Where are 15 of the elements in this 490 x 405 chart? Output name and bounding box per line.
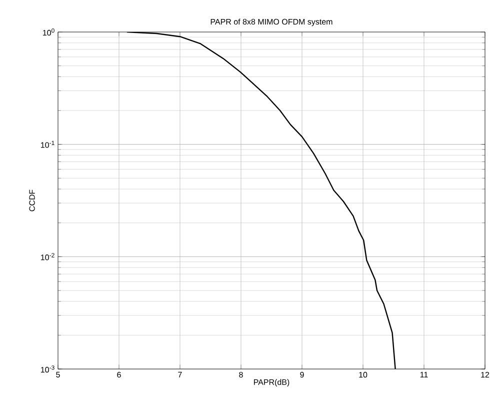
y-tick-label: 10$^{0}$ bbox=[43, 28, 54, 36]
y-tick-label: 10$^{-1}$ bbox=[41, 140, 54, 148]
x-axis-title: PAPR(dB) bbox=[254, 379, 290, 387]
x-tick-label: 9 bbox=[300, 372, 304, 378]
y-tick-label: 10$^{-2}$ bbox=[41, 253, 54, 260]
x-tick-label: 7 bbox=[178, 372, 182, 378]
x-tick-label: 12 bbox=[481, 372, 490, 378]
y-tick-label: 10$^{-3}$ bbox=[41, 365, 54, 373]
x-tick-label: 10 bbox=[359, 372, 368, 378]
x-tick-label: 5 bbox=[56, 372, 60, 378]
y-axis-title: CCDF bbox=[29, 190, 35, 212]
x-tick-label: 11 bbox=[420, 372, 428, 378]
x-tick-label: 6 bbox=[117, 372, 121, 378]
x-tick-label: 8 bbox=[239, 372, 243, 378]
chart-title: PAPR of 8x8 MIMO OFDM system bbox=[210, 18, 332, 26]
